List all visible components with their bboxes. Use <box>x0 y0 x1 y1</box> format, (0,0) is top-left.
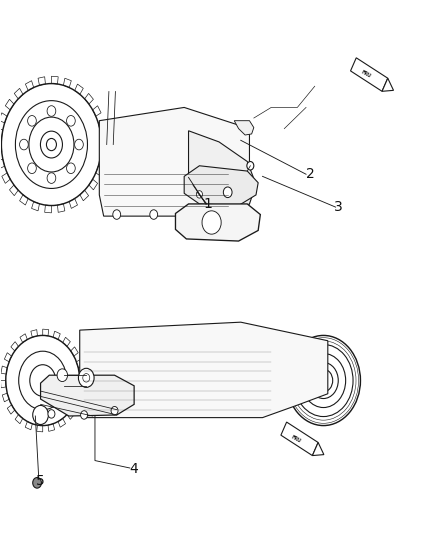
Circle shape <box>67 163 75 174</box>
Circle shape <box>189 210 197 219</box>
Polygon shape <box>312 442 324 456</box>
Text: FRU: FRU <box>360 70 371 79</box>
Text: 2: 2 <box>306 167 315 181</box>
Polygon shape <box>41 375 134 416</box>
Circle shape <box>202 211 221 234</box>
Circle shape <box>47 173 56 183</box>
Circle shape <box>47 106 56 116</box>
Circle shape <box>33 478 42 488</box>
Polygon shape <box>188 131 256 214</box>
Circle shape <box>57 369 67 382</box>
Polygon shape <box>176 204 260 241</box>
Text: 4: 4 <box>130 462 138 476</box>
Circle shape <box>81 411 88 419</box>
Circle shape <box>74 139 83 150</box>
Circle shape <box>222 206 230 215</box>
Polygon shape <box>281 422 318 456</box>
Polygon shape <box>234 120 254 135</box>
Circle shape <box>111 407 118 415</box>
Text: 1: 1 <box>204 197 212 211</box>
Circle shape <box>28 116 36 126</box>
Circle shape <box>33 406 48 424</box>
Polygon shape <box>382 78 393 91</box>
Text: 3: 3 <box>334 200 343 214</box>
Text: FRU: FRU <box>290 434 302 443</box>
Circle shape <box>223 187 232 198</box>
Circle shape <box>247 161 254 170</box>
Polygon shape <box>350 58 388 91</box>
Text: 5: 5 <box>36 474 45 488</box>
Circle shape <box>196 191 202 198</box>
Polygon shape <box>80 322 328 418</box>
Circle shape <box>48 410 55 418</box>
Polygon shape <box>184 166 258 206</box>
Circle shape <box>20 139 28 150</box>
Circle shape <box>28 163 36 174</box>
Polygon shape <box>99 108 250 216</box>
Circle shape <box>78 368 94 387</box>
Circle shape <box>113 210 120 219</box>
Circle shape <box>67 116 75 126</box>
Circle shape <box>150 210 158 219</box>
